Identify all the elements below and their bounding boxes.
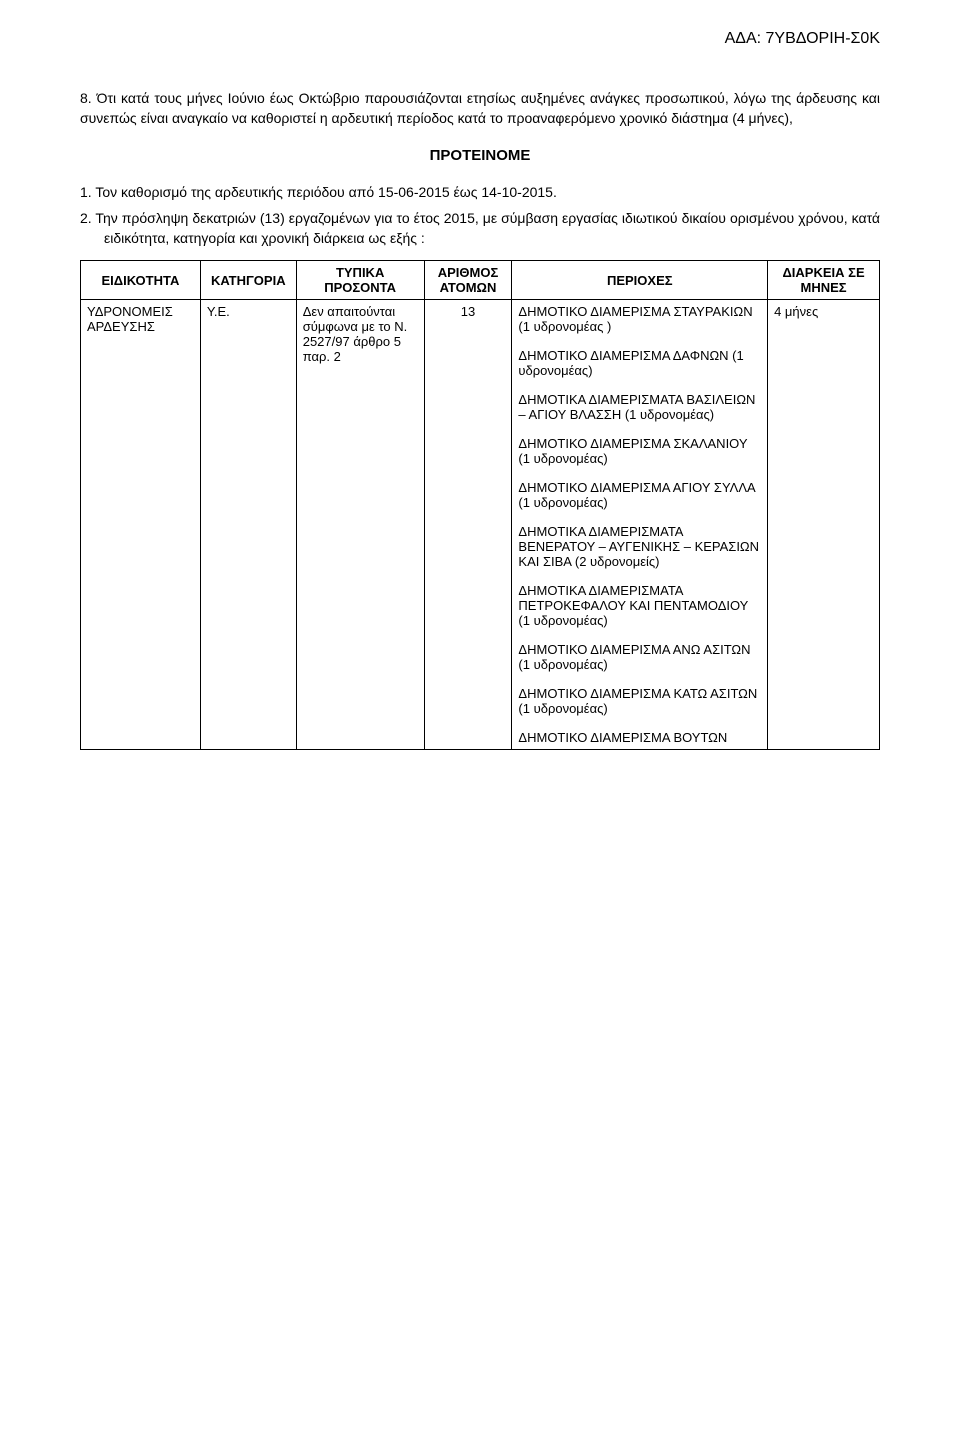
periohes-block: ΔΗΜΟΤΙΚΟ ΔΙΑΜΕΡΙΣΜΑ ΑΝΩ ΑΣΙΤΩΝ (1 υδρονο… <box>518 642 761 672</box>
cell-katigoria: Υ.Ε. <box>200 300 296 750</box>
periohes-block: ΔΗΜΟΤΙΚΟ ΔΙΑΜΕΡΙΣΜΑ ΔΑΦΝΩΝ (1 υδρονομέας… <box>518 348 761 378</box>
periohes-block: ΔΗΜΟΤΙΚΟ ΔΙΑΜΕΡΙΣΜΑ ΚΑΤΩ ΑΣΙΤΩΝ (1 υδρον… <box>518 686 761 716</box>
table-row: ΥΔΡΟΝΟΜΕΙΣ ΑΡΔΕΥΣΗΣ Υ.Ε. Δεν απαιτούνται… <box>81 300 880 750</box>
list-item-1: 1. Τον καθορισμό της αρδευτικής περιόδου… <box>80 182 880 202</box>
periohes-block: ΔΗΜΟΤΙΚΑ ΔΙΑΜΕΡΙΣΜΑΤΑ ΒΑΣΙΛΕΙΩΝ – ΑΓΙΟΥ … <box>518 392 761 422</box>
periohes-block: ΔΗΜΟΤΙΚΟ ΔΙΑΜΕΡΙΣΜΑ ΒΟΥΤΩΝ <box>518 730 761 745</box>
periohes-block: ΔΗΜΟΤΙΚΟ ΔΙΑΜΕΡΙΣΜΑ ΑΓΙΟΥ ΣΥΛΛΑ (1 υδρον… <box>518 480 761 510</box>
periohes-block: ΔΗΜΟΤΙΚΟ ΔΙΑΜΕΡΙΣΜΑ ΣΤΑΥΡΑΚΙΩΝ (1 υδρονο… <box>518 304 761 334</box>
periohes-block: ΔΗΜΟΤΙΚΟ ΔΙΑΜΕΡΙΣΜΑ ΣΚΑΛΑΝΙΟΥ (1 υδρονομ… <box>518 436 761 466</box>
header-typika: ΤΥΠΙΚΑ ΠΡΟΣΟΝΤΑ <box>296 261 424 300</box>
ada-header: ΑΔΑ: 7ΥΒΔΟΡΙΗ-Σ0Κ <box>80 30 880 48</box>
header-eidikotita: ΕΙΔΙΚΟΤΗΤΑ <box>81 261 201 300</box>
cell-periohes: ΔΗΜΟΤΙΚΟ ΔΙΑΜΕΡΙΣΜΑ ΣΤΑΥΡΑΚΙΩΝ (1 υδρονο… <box>512 300 768 750</box>
cell-eidikotita: ΥΔΡΟΝΟΜΕΙΣ ΑΡΔΕΥΣΗΣ <box>81 300 201 750</box>
header-arithmos: ΑΡΙΘΜΟΣ ΑΤΟΜΩΝ <box>424 261 512 300</box>
paragraph-8: 8. Ότι κατά τους μήνες Ιούνιο έως Οκτώβρ… <box>80 88 880 129</box>
proteinome-heading: ΠΡΟΤΕΙΝΟΜΕ <box>80 147 880 164</box>
staffing-table: ΕΙΔΙΚΟΤΗΤΑ ΚΑΤΗΓΟΡΙΑ ΤΥΠΙΚΑ ΠΡΟΣΟΝΤΑ ΑΡΙ… <box>80 260 880 750</box>
cell-diarkeia: 4 μήνες <box>768 300 880 750</box>
periohes-block: ΔΗΜΟΤΙΚΑ ΔΙΑΜΕΡΙΣΜΑΤΑ ΒΕΝΕΡΑΤΟΥ – ΑΥΓΕΝΙ… <box>518 524 761 569</box>
header-periohes: ΠΕΡΙΟΧΕΣ <box>512 261 768 300</box>
table-header-row: ΕΙΔΙΚΟΤΗΤΑ ΚΑΤΗΓΟΡΙΑ ΤΥΠΙΚΑ ΠΡΟΣΟΝΤΑ ΑΡΙ… <box>81 261 880 300</box>
cell-typika: Δεν απαιτούνται σύμφωνα με το Ν. 2527/97… <box>296 300 424 750</box>
header-katigoria: ΚΑΤΗΓΟΡΙΑ <box>200 261 296 300</box>
periohes-block: ΔΗΜΟΤΙΚΑ ΔΙΑΜΕΡΙΣΜΑΤΑ ΠΕΤΡΟΚΕΦΑΛΟΥ ΚΑΙ Π… <box>518 583 761 628</box>
list-item-2: 2. Την πρόσληψη δεκατριών (13) εργαζομέν… <box>80 208 880 249</box>
cell-arithmos: 13 <box>424 300 512 750</box>
header-diarkeia: ΔΙΑΡΚΕΙΑ ΣΕ ΜΗΝΕΣ <box>768 261 880 300</box>
